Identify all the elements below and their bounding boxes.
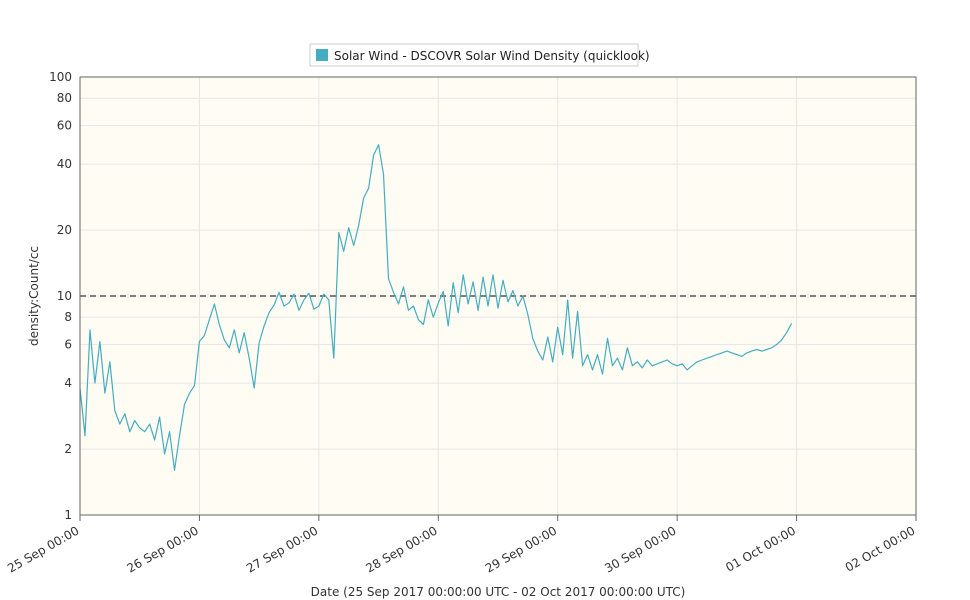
x-tick-label: 02 Oct 00:00	[843, 523, 918, 574]
y-tick-label: 2	[64, 442, 72, 456]
series-line	[79, 144, 793, 471]
y-tick-label: 8	[64, 310, 72, 324]
x-axis-title: Date (25 Sep 2017 00:00:00 UTC - 02 Oct …	[311, 585, 686, 599]
legend-swatch	[316, 49, 328, 61]
y-tick-label: 6	[64, 338, 72, 352]
y-tick-label: 100	[49, 70, 72, 84]
y-tick-label: 1	[64, 508, 72, 522]
y-tick-label: 20	[57, 223, 72, 237]
series-layer	[79, 144, 793, 471]
x-tick-label: 28 Sep 00:00	[363, 523, 439, 575]
x-tick-label: 30 Sep 00:00	[602, 523, 678, 575]
x-tick-label: 01 Oct 00:00	[723, 523, 798, 574]
x-tick-label: 26 Sep 00:00	[125, 523, 201, 575]
y-tick-label: 80	[57, 91, 72, 105]
y-tick-label: 60	[57, 119, 72, 133]
y-axis-title: density:Count/cc	[27, 246, 41, 346]
x-tick-label: 29 Sep 00:00	[483, 523, 559, 575]
plot-border	[79, 76, 917, 516]
y-tick-label: 4	[64, 376, 72, 390]
y-tick-label: 10	[57, 289, 72, 303]
x-tick-label: 25 Sep 00:00	[5, 523, 81, 575]
x-tick-label: 27 Sep 00:00	[244, 523, 320, 575]
y-tick-label: 40	[57, 157, 72, 171]
x-axis-ticks: 25 Sep 00:00 26 Sep 00:00 27 Sep 00:00 28 S…	[5, 515, 918, 576]
y-axis-ticks: 1 2 4 6 8 10 20 40 60 80 100	[49, 70, 72, 522]
legend[interactable]: Solar Wind - DSCOVR Solar Wind Density (…	[309, 43, 650, 67]
legend-box	[309, 43, 639, 67]
legend-label: Solar Wind - DSCOVR Solar Wind Density (…	[334, 49, 650, 63]
